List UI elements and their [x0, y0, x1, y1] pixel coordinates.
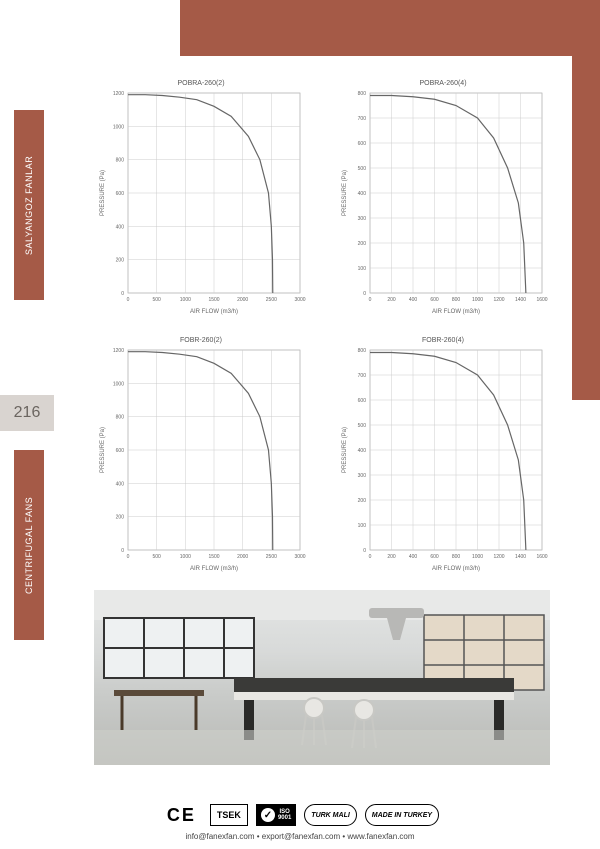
svg-text:1400: 1400	[515, 297, 526, 303]
svg-text:1600: 1600	[536, 297, 547, 303]
svg-text:200: 200	[116, 258, 125, 264]
svg-text:500: 500	[152, 297, 161, 303]
svg-text:2000: 2000	[237, 554, 248, 560]
svg-text:100: 100	[358, 523, 367, 529]
svg-text:800: 800	[452, 554, 461, 560]
svg-text:200: 200	[387, 554, 396, 560]
svg-text:1000: 1000	[472, 554, 483, 560]
svg-text:1000: 1000	[113, 381, 124, 387]
svg-text:700: 700	[358, 373, 367, 379]
tab-centrifugal: CENTRIFUGAL FANS	[14, 450, 44, 640]
charts-grid: POBRA-260(2)0500100015002000250030000200…	[94, 80, 550, 576]
svg-text:0: 0	[127, 554, 130, 560]
svg-text:200: 200	[358, 498, 367, 504]
svg-text:400: 400	[409, 297, 418, 303]
svg-text:0: 0	[127, 297, 130, 303]
chart-0: POBRA-260(2) 0 500 1000 1500 2000 2500 3000 0 200…	[94, 80, 308, 319]
svg-text:600: 600	[116, 191, 125, 197]
svg-text:1000: 1000	[113, 124, 124, 130]
svg-text:1200: 1200	[493, 554, 504, 560]
svg-text:0: 0	[363, 548, 366, 554]
svg-text:500: 500	[358, 166, 367, 172]
svg-text:500: 500	[152, 554, 161, 560]
chart-title: POBRA-260(4)	[336, 80, 550, 87]
svg-text:600: 600	[430, 297, 439, 303]
svg-text:AIR FLOW (m3/h): AIR FLOW (m3/h)	[190, 566, 238, 572]
svg-text:PRESSURE (Pa): PRESSURE (Pa)	[342, 170, 348, 216]
svg-text:600: 600	[116, 448, 125, 454]
svg-text:PRESSURE (Pa): PRESSURE (Pa)	[100, 170, 106, 216]
cert-turkmali: TURK MALI	[304, 804, 357, 826]
svg-text:400: 400	[116, 224, 125, 230]
page-number: 216	[0, 395, 54, 431]
svg-text:400: 400	[358, 448, 367, 454]
svg-text:1200: 1200	[113, 348, 124, 354]
chart-title: FOBR-260(4)	[336, 337, 550, 344]
svg-text:400: 400	[358, 191, 367, 197]
svg-text:800: 800	[116, 158, 125, 164]
chart-title: FOBR-260(2)	[94, 337, 308, 344]
svg-text:600: 600	[358, 398, 367, 404]
svg-text:400: 400	[409, 554, 418, 560]
svg-text:600: 600	[430, 554, 439, 560]
cert-madeinturkey: MADE IN TURKEY	[365, 804, 439, 826]
svg-text:1400: 1400	[515, 554, 526, 560]
svg-text:800: 800	[358, 348, 367, 354]
svg-text:1500: 1500	[208, 297, 219, 303]
cert-iso-text: ISO 9001	[278, 809, 291, 821]
svg-text:200: 200	[387, 297, 396, 303]
svg-text:AIR FLOW (m3/h): AIR FLOW (m3/h)	[432, 566, 480, 572]
svg-text:2500: 2500	[266, 554, 277, 560]
svg-text:AIR FLOW (m3/h): AIR FLOW (m3/h)	[190, 309, 238, 315]
svg-text:3000: 3000	[294, 554, 305, 560]
svg-text:600: 600	[358, 141, 367, 147]
svg-text:300: 300	[358, 473, 367, 479]
svg-text:3000: 3000	[294, 297, 305, 303]
chart-3: FOBR-260(4)02004006008001000120014001600…	[336, 337, 550, 576]
svg-text:1000: 1000	[180, 297, 191, 303]
svg-text:800: 800	[116, 415, 125, 421]
cert-iso: ✓ ISO 9001	[256, 804, 296, 826]
svg-text:2500: 2500	[266, 297, 277, 303]
svg-text:0: 0	[121, 548, 124, 554]
svg-text:0: 0	[363, 291, 366, 297]
svg-text:0: 0	[369, 554, 372, 560]
svg-text:2000: 2000	[237, 297, 248, 303]
footer: CE TSEK ✓ ISO 9001 TURK MALI MADE IN TUR…	[0, 804, 600, 849]
header-bar	[180, 0, 600, 56]
svg-text:1200: 1200	[493, 297, 504, 303]
contact-line: info@fanexfan.com • export@fanexfan.com …	[0, 832, 600, 849]
svg-text:800: 800	[358, 91, 367, 97]
svg-text:700: 700	[358, 116, 367, 122]
svg-text:0: 0	[369, 297, 372, 303]
svg-text:200: 200	[116, 515, 125, 521]
sidebar: SALYANGOZ FANLAR 216 CENTRIFUGAL FANS	[0, 0, 54, 849]
svg-text:400: 400	[116, 481, 125, 487]
svg-text:PRESSURE (Pa): PRESSURE (Pa)	[100, 427, 106, 473]
svg-text:PRESSURE (Pa): PRESSURE (Pa)	[342, 427, 348, 473]
chart-title: POBRA-260(2)	[94, 80, 308, 87]
svg-text:0: 0	[121, 291, 124, 297]
svg-text:AIR FLOW (m3/h): AIR FLOW (m3/h)	[432, 309, 480, 315]
right-bar	[572, 0, 600, 400]
cert-tsek: TSEK	[210, 804, 248, 826]
interior-photo	[94, 590, 550, 765]
tab-salyangoz: SALYANGOZ FANLAR	[14, 110, 44, 300]
svg-text:1000: 1000	[180, 554, 191, 560]
svg-text:100: 100	[358, 266, 367, 272]
chart-1: POBRA-260(4)0200400600800100012001400160…	[336, 80, 550, 319]
cert-ce: CE	[161, 804, 202, 826]
svg-text:1200: 1200	[113, 91, 124, 97]
svg-text:1600: 1600	[536, 554, 547, 560]
svg-text:1500: 1500	[208, 554, 219, 560]
check-icon: ✓	[261, 808, 275, 822]
svg-text:300: 300	[358, 216, 367, 222]
cert-row: CE TSEK ✓ ISO 9001 TURK MALI MADE IN TUR…	[0, 804, 600, 826]
svg-text:200: 200	[358, 241, 367, 247]
svg-text:800: 800	[452, 297, 461, 303]
chart-2: FOBR-260(2) 0 500 1000 1500 2000 2500 3000 0 200 4…	[94, 337, 308, 576]
svg-text:1000: 1000	[472, 297, 483, 303]
svg-text:500: 500	[358, 423, 367, 429]
